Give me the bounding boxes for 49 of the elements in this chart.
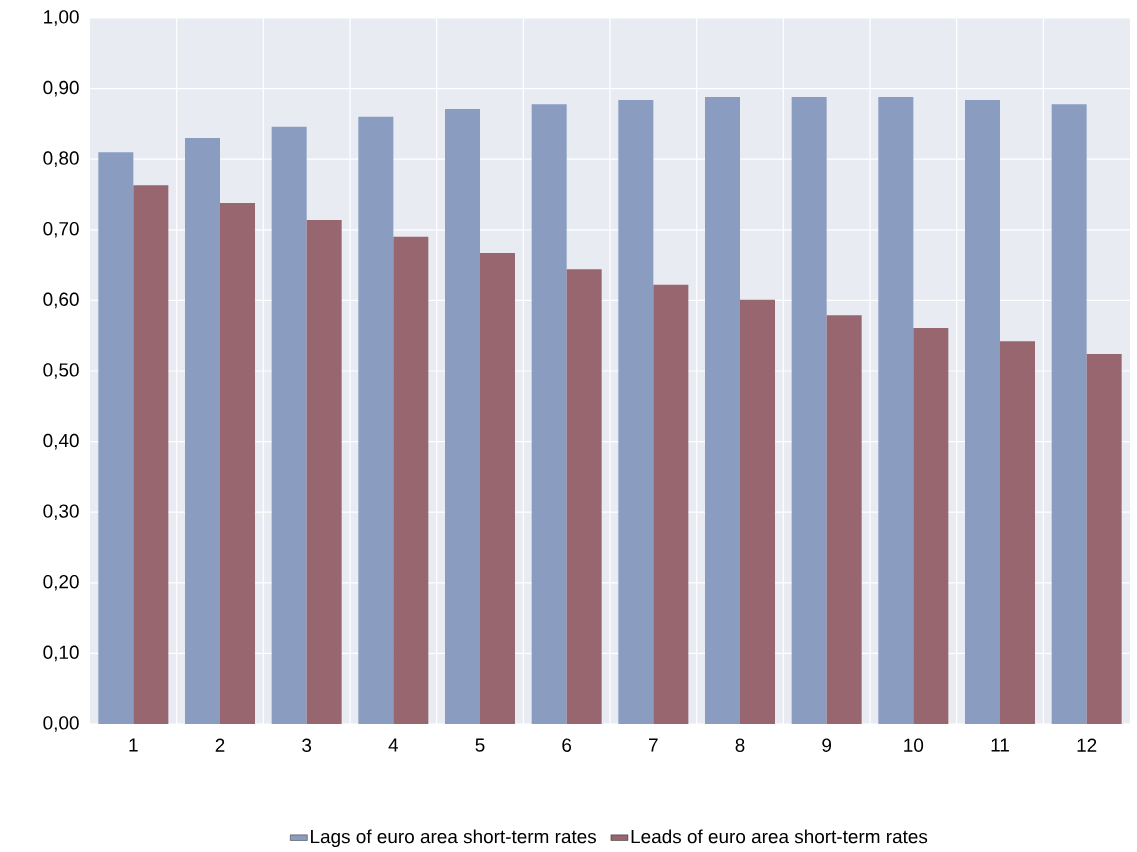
x-tick-label: 7 xyxy=(649,738,658,752)
bar xyxy=(531,104,567,724)
y-tick-label: 0,70 xyxy=(43,221,79,238)
bar xyxy=(566,269,602,724)
bar xyxy=(98,152,134,724)
y-tick-label: 0,80 xyxy=(43,151,79,168)
x-tick-label: 1 xyxy=(129,738,138,752)
bar xyxy=(826,315,862,724)
bar xyxy=(965,99,1000,724)
legend-label: Lags of euro area short-term rates xyxy=(311,829,597,848)
x-tick-label: 11 xyxy=(991,738,1009,752)
x-tick-label: 5 xyxy=(475,738,485,752)
x-tick-label: 6 xyxy=(562,738,572,752)
x-tick-label: 4 xyxy=(388,738,399,752)
bar xyxy=(220,202,255,724)
y-tick-label: 1,00 xyxy=(44,10,79,26)
bar xyxy=(393,236,429,724)
bar xyxy=(791,97,827,724)
y-tick-label: 0,60 xyxy=(43,292,79,309)
bar xyxy=(480,253,515,724)
y-tick-label: 0,50 xyxy=(43,363,79,379)
bar xyxy=(445,109,480,724)
bar xyxy=(133,185,169,724)
x-tick-label: 8 xyxy=(735,738,745,752)
bar xyxy=(271,126,307,724)
x-tick-label: 12 xyxy=(1077,738,1097,752)
bar xyxy=(705,97,740,724)
bar xyxy=(618,99,654,724)
bar xyxy=(740,299,775,724)
x-tick-label: 2 xyxy=(215,738,225,752)
bar xyxy=(878,97,914,724)
bar xyxy=(1051,104,1087,724)
bar xyxy=(185,138,220,724)
y-tick-label: 0,10 xyxy=(43,645,79,662)
bar xyxy=(1086,354,1122,724)
y-tick-label: 0,00 xyxy=(43,716,79,732)
legend-label: Leads of euro area short-term rates xyxy=(631,829,928,844)
y-tick-label: 0,40 xyxy=(43,433,79,450)
x-tick-label: 9 xyxy=(822,738,832,752)
bar xyxy=(1000,341,1035,724)
y-tick-label: 0,30 xyxy=(43,504,79,521)
bar xyxy=(653,284,689,724)
y-tick-label: 0,90 xyxy=(43,80,79,97)
bar xyxy=(913,327,949,724)
x-tick-label: 10 xyxy=(904,738,924,752)
bar xyxy=(358,116,394,724)
y-tick-label: 0,20 xyxy=(43,574,79,591)
x-tick-label: 3 xyxy=(302,738,312,752)
bar xyxy=(306,219,342,724)
